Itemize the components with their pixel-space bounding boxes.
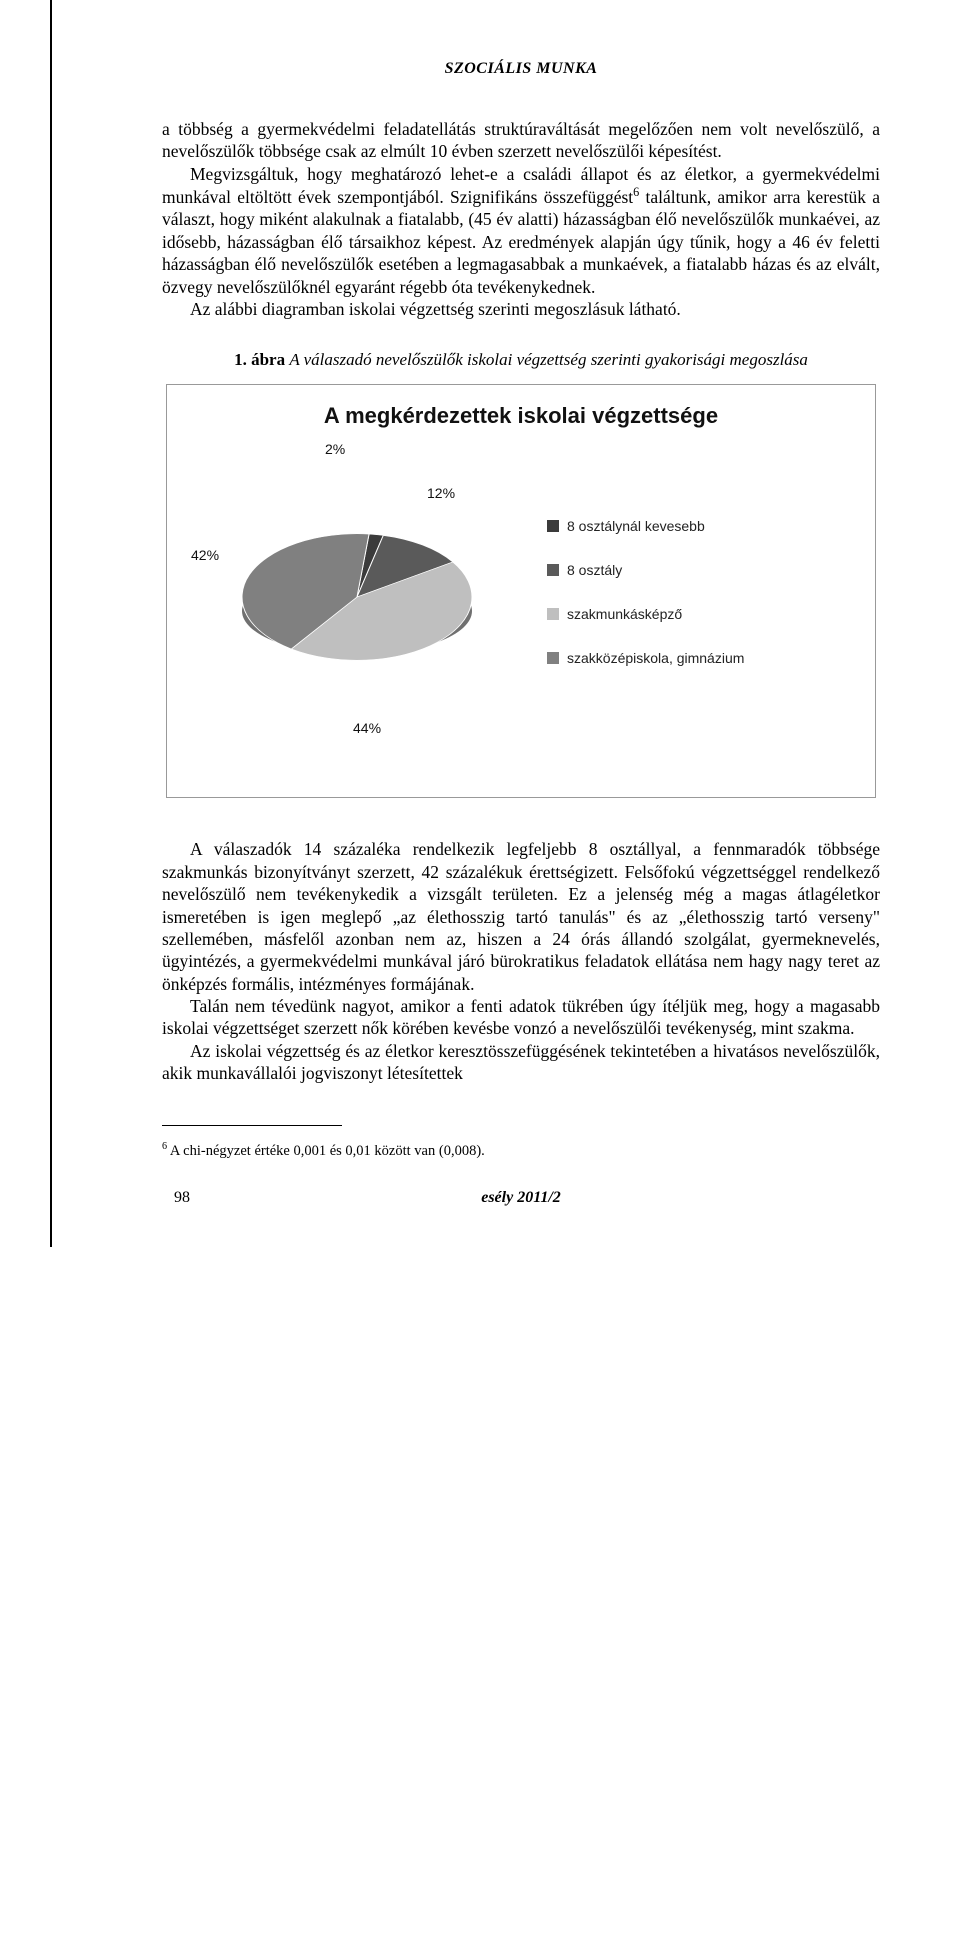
figure-body: 2%12%44%42% 8 osztálynál kevesebb8 osztá…	[187, 447, 855, 737]
legend-label: 8 osztálynál kevesebb	[567, 518, 705, 534]
legend-label: szakmunkásképző	[567, 606, 682, 622]
para-3: Az alábbi diagramban iskolai végzettség …	[162, 298, 880, 320]
figure-caption-text: A válaszadó nevelőszülők iskolai végzett…	[289, 350, 808, 369]
legend-swatch	[547, 520, 559, 532]
para-4: A válaszadók 14 százaléka rendelkezik le…	[162, 838, 880, 995]
legend-swatch	[547, 652, 559, 664]
figure-title: A megkérdezettek iskolai végzettsége	[187, 403, 855, 429]
para-1: a többség a gyermekvédelmi feladatellátá…	[162, 118, 880, 163]
para-5: Talán nem tévedünk nagyot, amikor a fent…	[162, 995, 880, 1040]
figure-caption-num: 1. ábra	[234, 350, 285, 369]
figure-caption: 1. ábra A válaszadó nevelőszülők iskolai…	[162, 350, 880, 370]
page-number: 98	[174, 1189, 190, 1207]
pie-chart: 2%12%44%42%	[187, 447, 517, 737]
footnote-text: A chi-négyzet értéke 0,001 és 0,01 közöt…	[167, 1143, 485, 1159]
legend-swatch	[547, 564, 559, 576]
pie-slice-label: 44%	[353, 720, 381, 736]
pie-slice-label: 42%	[191, 547, 219, 563]
legend-item: szakmunkásképző	[547, 606, 744, 622]
para-2: Megvizsgáltuk, hogy meghatározó lehet-e …	[162, 163, 880, 298]
figure-box: A megkérdezettek iskolai végzettsége 2% 1…	[166, 384, 876, 798]
legend: 8 osztálynál kevesebb 8 osztály szakmunkás…	[547, 518, 744, 666]
legend-item: 8 osztály	[547, 562, 744, 578]
legend-item: szakközépiskola, gimnázium	[547, 650, 744, 666]
legend-item: 8 osztálynál kevesebb	[547, 518, 744, 534]
footnote-rule	[162, 1125, 342, 1126]
footnote-6: 6 A chi-négyzet értéke 0,001 és 0,01 köz…	[162, 1140, 880, 1161]
running-head: SZOCIÁLIS MUNKA	[162, 60, 880, 78]
legend-label: szakközépiskola, gimnázium	[567, 650, 744, 666]
issue-label: esély 2011/2	[190, 1189, 852, 1207]
legend-label: 8 osztály	[567, 562, 622, 578]
pie-slice-label: 12%	[427, 485, 455, 501]
para-6: Az iskolai végzettség és az életkor kere…	[162, 1040, 880, 1085]
legend-swatch	[547, 608, 559, 620]
footer: 98 esély 2011/2 00	[162, 1189, 880, 1207]
pie-slice-label: 2%	[325, 441, 345, 457]
